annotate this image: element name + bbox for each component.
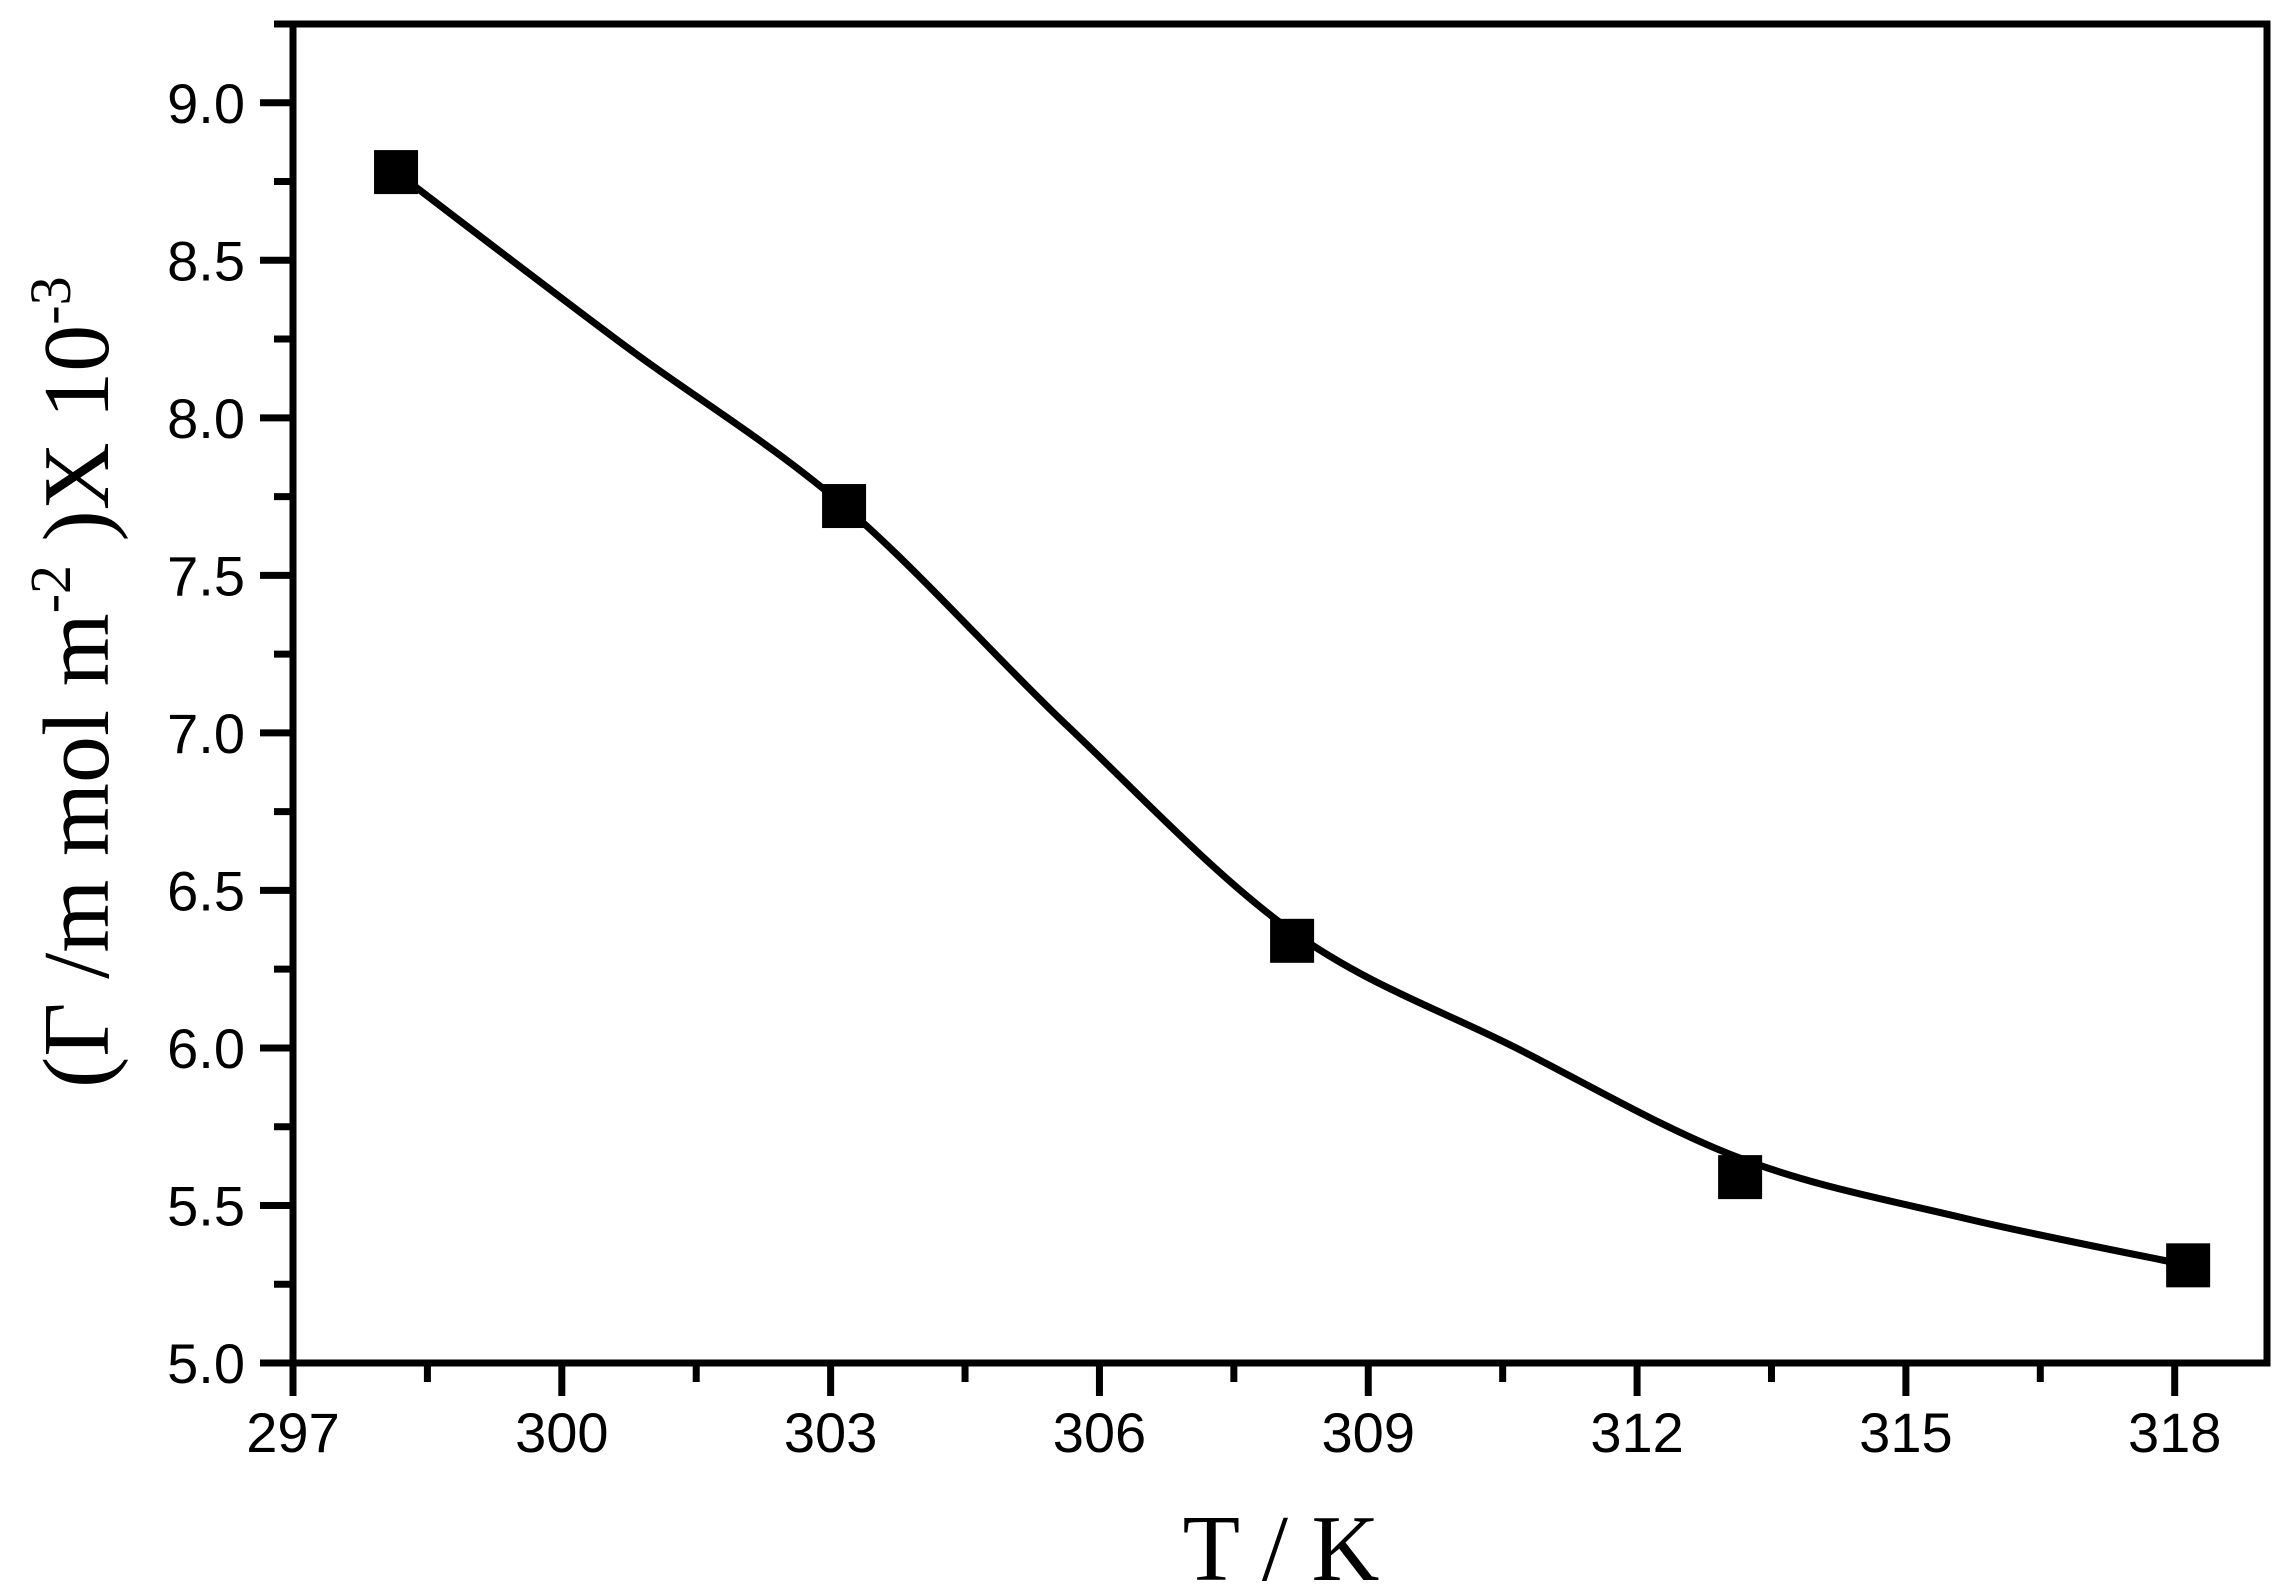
axis-tick-labels: 297 300 303 306 309 312 315 318 5.0 5.5 6.0 6.5 7.0 7… <box>167 72 2221 1464</box>
y-axis-title-segment: (Γ /m mol m <box>25 613 129 1088</box>
plot-border <box>289 20 2271 1367</box>
x-tick-label: 306 <box>1053 1401 1146 1464</box>
y-tick-label: 8.5 <box>167 229 245 292</box>
x-tick-label: 315 <box>1859 1401 1952 1464</box>
y-tick-label: 7.0 <box>167 702 245 765</box>
x-axis-title: T / K <box>1183 1497 1380 1593</box>
data-point-marker <box>374 150 419 195</box>
x-tick-label: 297 <box>246 1401 339 1464</box>
x-tick-label: 312 <box>1590 1401 1683 1464</box>
data-point-markers <box>374 150 2211 1288</box>
x-tick-label: 300 <box>515 1401 608 1464</box>
y-axis-title: (Γ /m mol m-2 )X 10-3 <box>18 276 129 1088</box>
y-axis-title-superscript: -2 <box>18 565 83 613</box>
y-tick-label: 8.0 <box>167 387 245 450</box>
x-tick-label: 303 <box>784 1401 877 1464</box>
y-tick-label: 9.0 <box>167 72 245 135</box>
x-tick-label: 309 <box>1322 1401 1415 1464</box>
data-point-marker <box>2166 1243 2211 1288</box>
x-tick-label: 318 <box>2128 1401 2221 1464</box>
fit-curve-line <box>393 169 2189 1269</box>
y-axis-title-superscript: -3 <box>18 276 83 324</box>
y-tick-label: 6.5 <box>167 859 245 922</box>
y-tick-label: 5.0 <box>167 1332 245 1395</box>
y-axis-title-segment: )X 10 <box>25 325 129 565</box>
y-tick-label: 5.5 <box>167 1174 245 1237</box>
data-point-marker <box>1718 1155 1763 1200</box>
data-point-marker <box>822 484 867 529</box>
y-tick-label: 6.0 <box>167 1017 245 1080</box>
data-point-marker <box>1270 918 1315 963</box>
y-tick-label: 7.5 <box>167 544 245 607</box>
